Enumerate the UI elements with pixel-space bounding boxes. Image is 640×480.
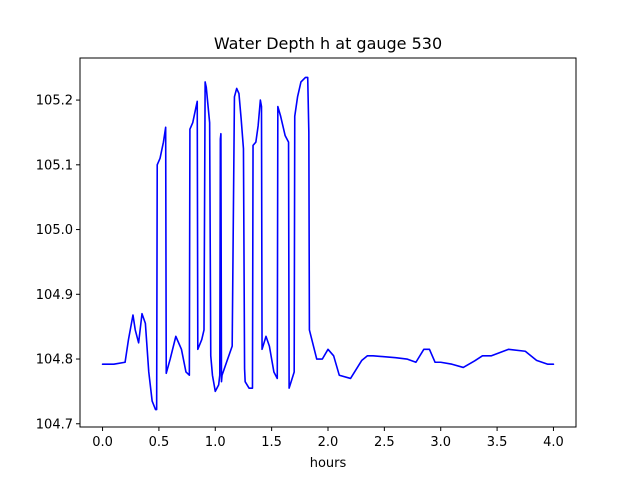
y-tick-label: 104.8 — [36, 353, 73, 368]
x-tick-label: 1.0 — [205, 435, 226, 450]
x-tick-label: 0.0 — [92, 435, 113, 450]
y-tick-label: 105.0 — [36, 223, 73, 238]
plot-area: 0.0 0.5 1.0 1.5 2.0 2.5 3.0 3.5 4.0 104.7 104.8 104… — [36, 57, 577, 450]
x-tick-label: 4.0 — [543, 435, 564, 450]
y-tick-label: 104.9 — [36, 288, 73, 303]
x-tick-label: 3.0 — [430, 435, 451, 450]
y-tick-label: 105.2 — [36, 94, 73, 109]
x-tick-label: 3.5 — [487, 435, 508, 450]
y-tick-label: 105.1 — [36, 158, 73, 173]
x-tick-label: 2.0 — [318, 435, 339, 450]
series-line-0 — [101, 76, 555, 411]
x-axis-label: hours — [310, 456, 347, 471]
x-tick-label: 0.5 — [149, 435, 170, 450]
x-tick-label: 2.5 — [374, 435, 395, 450]
x-tick-label: 1.5 — [261, 435, 282, 450]
y-tick-label: 104.7 — [36, 417, 73, 432]
chart-title: Water Depth h at gauge 530 — [214, 34, 442, 53]
